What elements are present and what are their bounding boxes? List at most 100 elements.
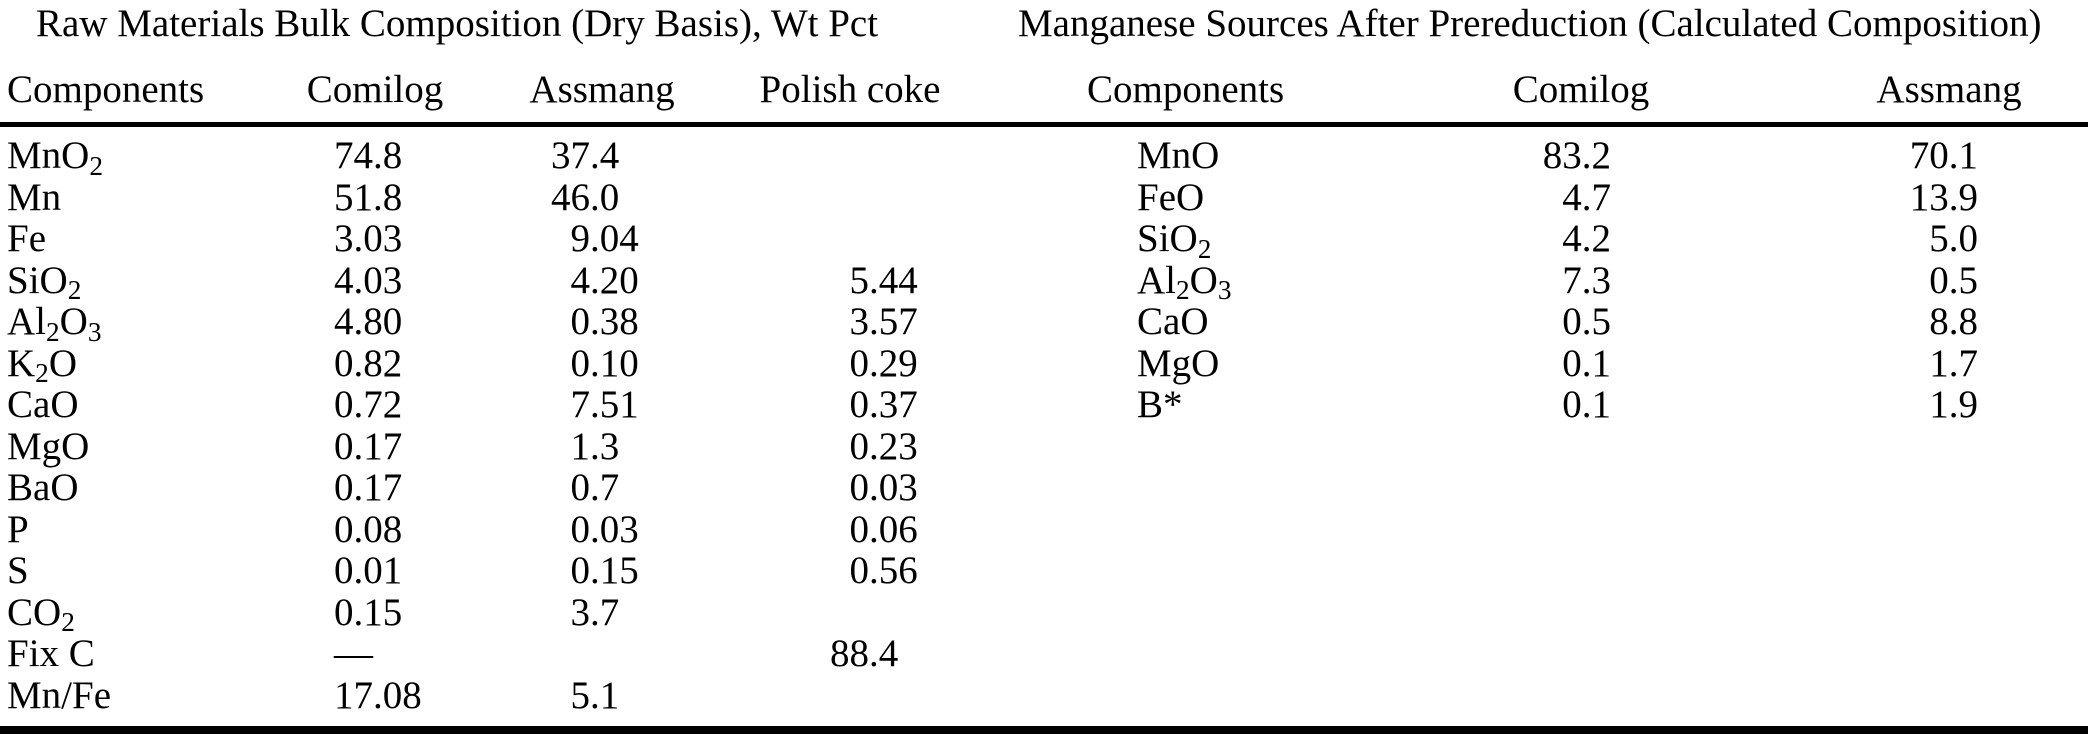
component-cell: MgO [7, 424, 90, 468]
assmang-value: 5.1 [510, 673, 700, 717]
integer-part: 5 [849, 258, 870, 302]
assmang-value: 70.1 [1909, 134, 1978, 177]
component-cell: Fix C [7, 632, 95, 675]
component-cell: Mn [7, 175, 62, 219]
component-cell: SiO2 [1137, 217, 1212, 264]
assmang-value: 0.15 [510, 550, 700, 592]
header-rule [0, 122, 2088, 127]
polish-coke-value [700, 135, 950, 177]
integer-part: 9 [570, 217, 591, 260]
comilog-value: 3.03 [334, 217, 403, 260]
fraction-part [869, 177, 950, 219]
component-cell: P [7, 507, 29, 551]
bottom-rule [0, 726, 2088, 734]
integer-part: 7 [570, 383, 591, 426]
assmang-value [510, 633, 700, 675]
right-table-body: MnO 83.2 70.1 FeO 4.7 13.9 SiO2 4.2 5.0 Al2O3 7.3 0… [1137, 135, 1978, 426]
integer-part: 0 [849, 466, 870, 509]
component-cell: FeO [1137, 175, 1205, 219]
component-cell: CaO [7, 383, 79, 426]
fraction-part: .44 [869, 258, 918, 302]
integer-part: 0 [570, 507, 591, 551]
fraction-part: .3 [590, 424, 620, 468]
component-cell: K2O [7, 341, 77, 389]
assmang-value: 13.9 [1909, 175, 1978, 219]
assmang-value: 3.7 [510, 590, 700, 634]
fraction-part: .10 [590, 341, 639, 385]
assmang-value: 0.03 [510, 507, 700, 551]
assmang-value: 9.04 [510, 218, 700, 260]
comilog-value: 0.17 [334, 466, 403, 509]
fraction-part: .37 [869, 383, 918, 426]
assmang-value: 1.9 [1929, 383, 1978, 426]
fraction-part: .03 [590, 507, 639, 551]
right-header-assmang: Assmang [1876, 68, 2022, 111]
assmang-value: 1.7 [1929, 341, 1978, 385]
component-cell: MgO [1137, 341, 1220, 385]
integer-part: 3 [570, 590, 591, 634]
polish-coke-value [700, 592, 950, 634]
component-cell: Fe [7, 217, 46, 260]
integer-part: 0 [570, 549, 591, 592]
assmang-value: 0.10 [510, 341, 700, 385]
comilog-value: 83.2 [1542, 134, 1611, 177]
fraction-part [869, 135, 950, 177]
comilog-value: 74.8 [334, 134, 403, 177]
right-header-components: Components [1087, 68, 1285, 111]
comilog-value: 7.3 [1562, 258, 1611, 302]
integer-part [700, 135, 869, 177]
polish-coke-value: 0.37 [700, 384, 950, 426]
fraction-part [869, 592, 950, 634]
fraction-part: .15 [590, 549, 639, 592]
polish-coke-value: 88.4 [700, 633, 950, 675]
left-header-polish-coke: Polish coke [759, 68, 941, 111]
comilog-value: 4.7 [1562, 175, 1611, 219]
component-cell: CO2 [7, 590, 75, 638]
comilog-value: 51.8 [334, 175, 403, 219]
integer-part: 0 [849, 341, 870, 385]
assmang-value: 4.20 [510, 258, 700, 302]
integer-part [700, 218, 869, 260]
fraction-part: .1 [590, 673, 620, 717]
integer-part: 0 [570, 466, 591, 509]
comilog-value: 0.72 [334, 383, 403, 426]
polish-coke-value: 3.57 [700, 301, 950, 343]
comilog-value: 0.15 [334, 590, 403, 634]
assmang-value: 7.51 [510, 384, 700, 426]
fraction-part: .0 [590, 175, 620, 219]
integer-part: 0 [849, 383, 870, 426]
integer-part [700, 675, 869, 717]
component-cell: Mn/Fe [7, 673, 112, 717]
fraction-part: .7 [590, 466, 620, 509]
component-cell: Al2O3 [7, 300, 102, 347]
fraction-part: .04 [590, 217, 639, 260]
component-cell: S [7, 549, 29, 592]
polish-coke-value [700, 177, 950, 219]
polish-coke-value [700, 675, 950, 717]
fraction-part [869, 675, 950, 717]
integer-part: 0 [570, 300, 591, 343]
integer-part: 46 [551, 175, 590, 219]
left-header-assmang: Assmang [529, 68, 675, 111]
component-cell: MnO2 [7, 134, 103, 181]
comilog-value: 4.03 [334, 258, 403, 302]
integer-part: 0 [849, 424, 870, 468]
comilog-value: 0.01 [334, 549, 403, 592]
fraction-part: .23 [869, 424, 918, 468]
component-cell: B* [1137, 383, 1183, 426]
right-table-title: Manganese Sources After Prereduction (Ca… [1018, 2, 2042, 45]
comilog-value: — [334, 632, 373, 675]
integer-part: 0 [849, 549, 870, 592]
assmang-value: 0.5 [1929, 258, 1978, 302]
comilog-value: 0.1 [1562, 341, 1611, 385]
integer-part: 4 [570, 258, 591, 302]
comilog-value: 0.1 [1562, 383, 1611, 426]
polish-coke-value: 5.44 [700, 258, 950, 302]
comilog-value: 0.5 [1562, 300, 1611, 343]
left-header-components: Components [7, 68, 205, 111]
integer-part [510, 633, 590, 675]
comilog-value: 4.80 [334, 300, 403, 343]
integer-part: 88 [830, 632, 869, 675]
fraction-part: .51 [590, 383, 639, 426]
integer-part: 37 [551, 134, 590, 177]
